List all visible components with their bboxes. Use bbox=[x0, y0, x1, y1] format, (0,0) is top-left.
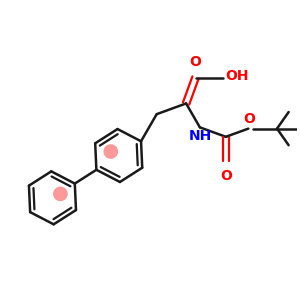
Circle shape bbox=[54, 187, 67, 200]
Text: NH: NH bbox=[188, 129, 212, 143]
Text: O: O bbox=[220, 169, 232, 183]
Text: O: O bbox=[190, 56, 202, 69]
Text: O: O bbox=[243, 112, 255, 126]
Text: OH: OH bbox=[225, 69, 248, 83]
Circle shape bbox=[104, 145, 117, 158]
